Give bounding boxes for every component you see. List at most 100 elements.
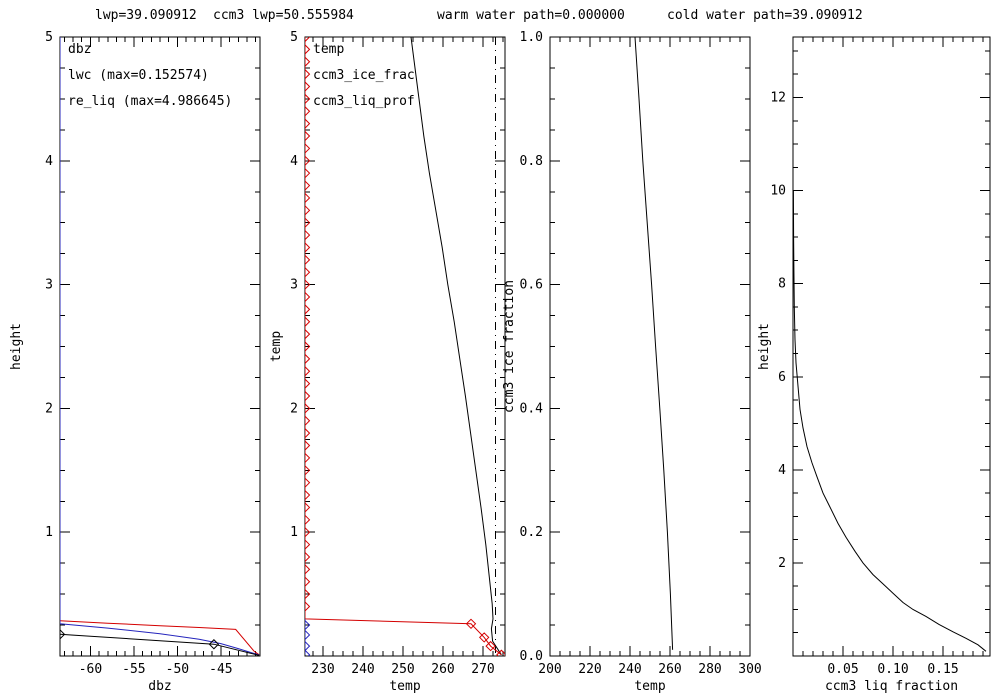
- panel-liq-fraction: 0.05 0.10 0.15 2 4 6 8 10 12 ccm3 liq fraction hei…: [757, 36, 991, 694]
- ccm3_liq_prof-diamond-marker: [485, 640, 496, 652]
- x-tick-label: 0.15: [927, 662, 958, 677]
- ccm3_liq_prof-diamond-marker: [305, 551, 311, 563]
- ccm3_liq_prof-diamond-marker: [305, 452, 311, 464]
- x-tick-label: 220: [578, 662, 601, 677]
- x-tick-label: 240: [351, 662, 374, 677]
- ccm3_liq_prof-line: [305, 37, 502, 656]
- axes-box: [549, 36, 751, 657]
- ice_fraction_vs_temp-line: [634, 37, 674, 650]
- ccm3_liq_prof-diamond-marker: [305, 502, 311, 513]
- x-tick-label: -55: [122, 662, 145, 677]
- x-axis-title: temp: [389, 679, 420, 694]
- axes-box: [304, 36, 506, 657]
- ccm3_liq_prof-diamond-marker: [305, 279, 311, 290]
- legend-entry-lwc: lwc (max=0.152574): [68, 68, 209, 83]
- series-group: [305, 37, 505, 656]
- title-warm-water-path: warm water path=0.000000: [437, 8, 625, 23]
- legend-entry-re_liq: re_liq (max=4.986645): [68, 94, 232, 109]
- ccm3_liq_prof-diamond-marker: [305, 68, 311, 80]
- title-lwp: lwp=39.090912: [95, 8, 197, 23]
- ccm3_liq_prof-diamond-marker: [305, 106, 311, 117]
- ccm3_liq_prof-diamond-marker: [496, 649, 505, 656]
- x-tick-label: 270: [471, 662, 494, 677]
- y-tick-label: 5: [45, 30, 53, 45]
- ccm3_liq_prof-diamond-marker: [305, 465, 311, 476]
- ccm3_liq_prof-diamond-marker: [305, 403, 311, 414]
- y-tick-label: 0.2: [520, 525, 543, 540]
- x-tick-label: 300: [738, 662, 761, 677]
- x-axis-title: ccm3 liq fraction: [825, 679, 958, 694]
- dbz-line: [60, 633, 260, 656]
- panel-temp-height: 230 240 250 260 270 1 2 3 4 5 temp temp temp ccm3_ice…: [269, 30, 506, 694]
- x-tick-label: 240: [618, 662, 641, 677]
- ccm3_liq_prof-diamond-marker: [305, 390, 311, 402]
- x-tick-label: -60: [79, 662, 102, 677]
- y-tick-label: 3: [45, 278, 53, 293]
- x-tick-label: 0.05: [827, 662, 858, 677]
- y-tick-label: 8: [778, 277, 786, 292]
- y-tick-label: 1: [45, 525, 53, 540]
- y-tick-label: 2: [778, 556, 786, 571]
- temp-line: [410, 37, 502, 656]
- ccm3_liq_prof-diamond-marker: [305, 304, 311, 315]
- ccm3_liq_prof-diamond-marker: [305, 242, 311, 253]
- plot-title: lwp=39.090912 ccm3 lwp=50.555984 warm wa…: [0, 0, 1000, 30]
- legend-entry-ccm3_liq_prof: ccm3_liq_prof: [313, 94, 415, 109]
- ccm3_liq_prof-diamond-marker: [305, 576, 311, 587]
- axes-box: [59, 36, 261, 657]
- ccm3_liq_prof-diamond-marker: [305, 328, 311, 340]
- ccm3_liq_prof-diamond-marker: [305, 378, 311, 389]
- ccm3_liq_prof-diamond-marker: [305, 81, 311, 92]
- y-tick-label: 1: [290, 525, 298, 540]
- x-tick-label: 280: [698, 662, 721, 677]
- y-tick-label: 0.6: [520, 278, 543, 293]
- ccm3_liq_prof-diamond-marker: [305, 316, 311, 327]
- ccm3_liq_prof-diamond-marker: [305, 489, 311, 501]
- ccm3_liq_prof-diamond-marker: [305, 291, 311, 303]
- x-tick-label: 260: [658, 662, 681, 677]
- y-tick-label: 1.0: [520, 30, 543, 45]
- legend-entry-ccm3_ice_frac: ccm3_ice_frac: [313, 68, 415, 83]
- ccm3_liq_prof-diamond-marker: [305, 353, 311, 365]
- x-tick-label: 260: [431, 662, 454, 677]
- ccm3_liq_prof-diamond-marker: [305, 56, 311, 67]
- ccm3_liq_prof-diamond-marker: [305, 93, 311, 105]
- y-tick-label: 0.8: [520, 154, 543, 169]
- title-cold-water-path: cold water path=39.090912: [667, 8, 863, 23]
- ccm3_liq_prof-diamond-marker: [465, 618, 477, 630]
- y-axis-title: temp: [269, 331, 284, 362]
- x-tick-label: 250: [391, 662, 414, 677]
- ccm3_liq_prof-diamond-marker: [305, 415, 311, 426]
- ccm3_liq_prof-diamond-marker: [305, 601, 311, 612]
- series-group: [793, 190, 987, 652]
- x-tick-label: 0.10: [877, 662, 908, 677]
- ccm3_liq_prof-diamond-marker: [305, 143, 311, 154]
- ccm3_liq_prof-diamond-marker: [305, 180, 311, 191]
- ccm3_ice_frac-diamond-marker: [305, 629, 311, 641]
- lwc-line: [60, 620, 260, 656]
- ccm3_liq_prof-diamond-marker: [305, 118, 311, 129]
- ccm3_liq_prof-diamond-marker: [305, 588, 311, 600]
- ccm3_liq_prof-diamond-marker: [305, 155, 311, 167]
- ccm3_liq_prof-diamond-marker: [305, 267, 311, 278]
- ccm3_liq_prof-diamond-marker: [478, 632, 490, 643]
- ccm3_liq_prof-diamond-marker: [305, 205, 311, 216]
- y-axis-title: ccm3 ice fraction: [502, 280, 517, 413]
- ccm3_liq_prof-diamond-marker: [305, 130, 311, 142]
- x-axis-title: temp: [634, 679, 665, 694]
- legend-entry-dbz: dbz: [68, 42, 91, 57]
- ccm3_liq_prof-diamond-marker: [305, 514, 311, 526]
- y-tick-label: 4: [778, 463, 786, 478]
- y-tick-label: 12: [770, 91, 786, 106]
- series-group: [634, 37, 674, 650]
- dbz-diamond-marker: [60, 629, 66, 640]
- ccm3_liq_prof-diamond-marker: [305, 217, 311, 228]
- y-tick-label: 0.0: [520, 649, 543, 664]
- y-tick-label: 2: [290, 401, 298, 416]
- y-tick-label: 10: [770, 184, 786, 199]
- ccm3_ice_frac-diamond-marker: [305, 619, 311, 631]
- ccm3_liq_prof-diamond-marker: [305, 526, 311, 538]
- y-tick-label: 2: [45, 401, 53, 416]
- panel-dbz-profile: -60 -55 -50 -45 1 2 3 4 5 dbz height dbz lwc (max=0.…: [9, 30, 261, 694]
